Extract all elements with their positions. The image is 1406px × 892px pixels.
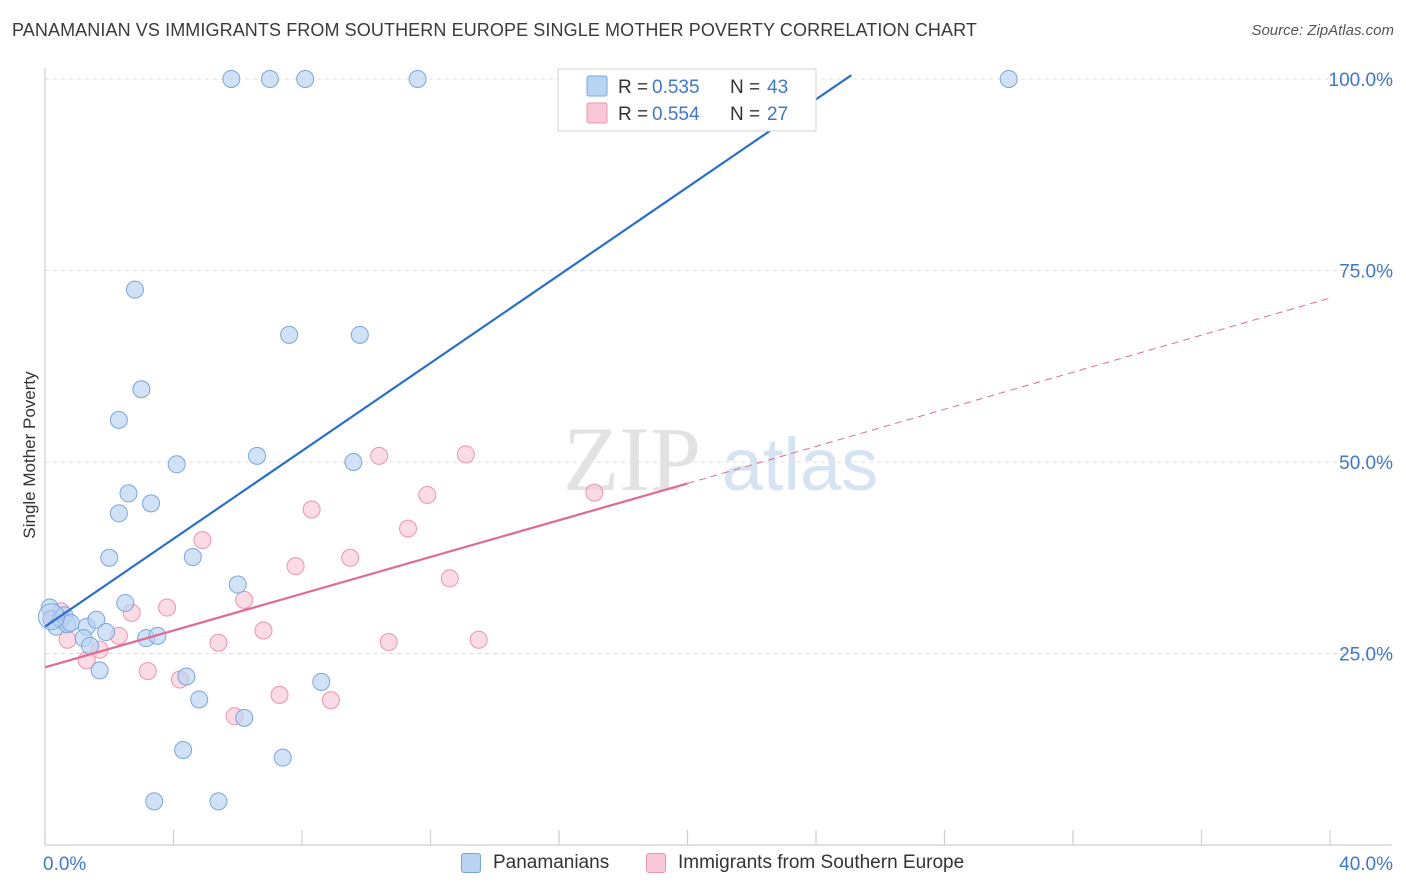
point-panamanians-15 <box>109 410 128 429</box>
point-panamanians-18 <box>125 280 144 299</box>
point-immigrants-24 <box>440 569 459 588</box>
legend-series: Panamanians Immigrants from Southern Eur… <box>0 852 1406 878</box>
trendline-immigrants-1 <box>44 482 688 669</box>
y-axis-label: Single Mother Poverty <box>20 371 39 539</box>
point-immigrants-17 <box>302 500 321 519</box>
trendline-immigrants-2 <box>687 297 1331 484</box>
point-immigrants-26 <box>469 630 488 649</box>
point-immigrants-10 <box>193 531 212 550</box>
point-panamanians-36 <box>280 325 299 344</box>
x-tick-label-0: 0.0% <box>43 854 86 875</box>
legend-label-immigrants: Immigrants from Southern Europe <box>678 852 965 873</box>
legend-pink-r-value: 0.554 <box>652 104 700 125</box>
point-panamanians-41 <box>408 70 427 88</box>
point-panamanians-27 <box>183 547 202 566</box>
x-tick-label-1: 40.0% <box>1339 854 1393 875</box>
point-immigrants-15 <box>270 685 289 704</box>
point-immigrants-18 <box>321 691 340 710</box>
point-immigrants-22 <box>399 519 418 538</box>
watermark: ZIP atlas <box>563 408 878 510</box>
point-immigrants-8 <box>158 598 177 617</box>
point-panamanians-12 <box>97 623 116 642</box>
point-panamanians-33 <box>248 446 267 465</box>
point-immigrants-7 <box>138 662 157 681</box>
point-immigrants-13 <box>235 590 254 609</box>
point-panamanians-24 <box>167 455 186 474</box>
series-panamanians-points <box>37 70 1018 811</box>
tick-labels: 25.0% 50.0% 75.0% 100.0% 0.0% 40.0% <box>43 70 1393 875</box>
point-panamanians-29 <box>209 792 228 811</box>
y-tick-label-3: 100.0% <box>1329 70 1394 91</box>
legend-pink-r-label: R = <box>618 104 648 125</box>
legend-swatch-immigrants <box>646 853 666 873</box>
legend-pink-n-label: N = <box>730 104 760 125</box>
point-panamanians-16 <box>116 593 135 612</box>
trendline-panamanians-0 <box>44 74 852 628</box>
trendlines <box>44 74 1331 669</box>
source-label: Source: ZipAtlas.com <box>1251 22 1394 39</box>
point-panamanians-34 <box>260 70 279 88</box>
point-panamanians-cluster <box>37 603 65 631</box>
point-immigrants-25 <box>456 445 475 464</box>
point-immigrants-19 <box>341 548 360 567</box>
point-panamanians-22 <box>145 792 164 811</box>
y-tick-label-1: 50.0% <box>1339 453 1393 474</box>
point-immigrants-27 <box>585 483 604 502</box>
point-panamanians-31 <box>228 575 247 594</box>
point-panamanians-19 <box>132 380 151 399</box>
legend-blue-swatch <box>586 75 608 97</box>
point-panamanians-26 <box>177 667 196 686</box>
legend-pink-n-value: 27 <box>767 104 788 125</box>
legend-blue-n-value: 43 <box>767 77 788 98</box>
point-immigrants-23 <box>418 485 437 504</box>
point-panamanians-10 <box>87 610 106 629</box>
y-tick-label-0: 25.0% <box>1339 645 1393 666</box>
legend-blue-r-label: R = <box>618 77 648 98</box>
legend-swatch-panamanians <box>461 853 481 873</box>
point-panamanians-14 <box>109 504 128 523</box>
legend-stats: R = 0.535 N = 43 R = 0.554 N = 27 <box>557 68 817 132</box>
chart-title: PANAMANIAN VS IMMIGRANTS FROM SOUTHERN E… <box>12 20 977 40</box>
point-immigrants-20 <box>370 446 389 465</box>
point-panamanians-39 <box>344 453 363 471</box>
legend-blue-n-label: N = <box>730 77 760 98</box>
point-panamanians-28 <box>190 690 209 709</box>
point-immigrants-16 <box>286 557 305 576</box>
point-panamanians-30 <box>222 70 241 88</box>
point-panamanians-32 <box>235 708 254 727</box>
point-immigrants-14 <box>254 621 273 640</box>
point-panamanians-35 <box>273 748 292 767</box>
point-panamanians-11 <box>90 661 109 680</box>
point-panamanians-13 <box>100 548 119 567</box>
watermark-zip: ZIP <box>563 408 701 510</box>
point-panamanians-42 <box>999 70 1018 88</box>
legend-label-panamanians: Panamanians <box>493 852 610 873</box>
legend-item-panamanians[interactable]: Panamanians <box>461 852 609 874</box>
legend-pink-swatch <box>586 102 608 124</box>
point-panamanians-40 <box>350 325 369 344</box>
y-tick-label-2: 75.0% <box>1339 262 1393 283</box>
legend-item-immigrants[interactable]: Immigrants from Southern Europe <box>646 852 964 874</box>
point-panamanians-37 <box>296 70 315 88</box>
legend-blue-r-value: 0.535 <box>652 77 700 98</box>
point-panamanians-25 <box>174 741 193 760</box>
axes <box>44 68 1392 846</box>
point-panamanians-17 <box>119 484 138 503</box>
point-panamanians-38 <box>312 672 331 691</box>
point-immigrants-11 <box>209 633 228 652</box>
watermark-atlas: atlas <box>722 423 878 506</box>
point-panamanians-21 <box>142 494 161 513</box>
point-immigrants-21 <box>379 633 398 652</box>
